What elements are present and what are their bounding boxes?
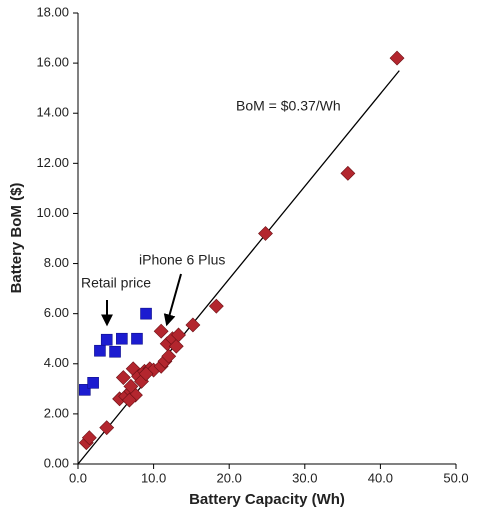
y-tick-label: 6.00 bbox=[44, 305, 69, 320]
diamond-point bbox=[208, 298, 224, 314]
y-tick-label: 0.00 bbox=[44, 455, 69, 470]
annotation: Retail price bbox=[81, 275, 151, 291]
square-point bbox=[94, 344, 106, 357]
square-point bbox=[100, 333, 113, 346]
square-point bbox=[116, 332, 128, 345]
diamond-point bbox=[121, 392, 137, 408]
diamond-point bbox=[340, 165, 356, 181]
x-tick-label: 10.0 bbox=[141, 470, 166, 485]
y-tick-label: 12.00 bbox=[36, 155, 69, 170]
y-tick-label: 16.00 bbox=[36, 55, 69, 70]
annotation: BoM = $0.37/Wh bbox=[236, 98, 341, 114]
x-axis-title: Battery Capacity (Wh) bbox=[189, 491, 345, 508]
diamond-point bbox=[123, 378, 139, 394]
square-point bbox=[109, 345, 121, 358]
diamond-point bbox=[115, 370, 131, 385]
square-point bbox=[87, 377, 99, 389]
diamond-point bbox=[389, 50, 405, 66]
diamond-point bbox=[153, 323, 169, 339]
x-tick-label: 30.0 bbox=[292, 470, 317, 485]
y-tick-label: 14.00 bbox=[36, 105, 69, 120]
y-tick-label: 18.00 bbox=[36, 4, 69, 19]
diamond-point bbox=[171, 327, 186, 343]
fit-line bbox=[77, 70, 400, 465]
square-point bbox=[140, 307, 152, 320]
diamond-point bbox=[185, 317, 201, 333]
square-point bbox=[79, 384, 91, 396]
diamond-point bbox=[138, 366, 154, 382]
diamond-point bbox=[258, 226, 273, 241]
x-tick-label: 0.0 bbox=[69, 470, 87, 485]
y-tick-label: 4.00 bbox=[44, 355, 69, 370]
square-point bbox=[131, 332, 143, 345]
y-axis-title: Battery BoM ($) bbox=[8, 183, 25, 294]
x-tick-label: 50.0 bbox=[443, 470, 468, 485]
annotation: iPhone 6 Plus bbox=[139, 252, 225, 268]
x-tick-label: 20.0 bbox=[217, 470, 242, 485]
x-tick-label: 40.0 bbox=[368, 470, 393, 485]
diamond-point bbox=[168, 338, 184, 354]
diamond-point bbox=[81, 430, 97, 446]
y-tick-label: 8.00 bbox=[44, 255, 69, 270]
diamond-point bbox=[161, 348, 177, 364]
y-tick-label: 10.00 bbox=[36, 205, 69, 220]
y-tick-label: 2.00 bbox=[44, 405, 69, 420]
arrow bbox=[163, 273, 182, 327]
diamond-point bbox=[99, 420, 115, 436]
